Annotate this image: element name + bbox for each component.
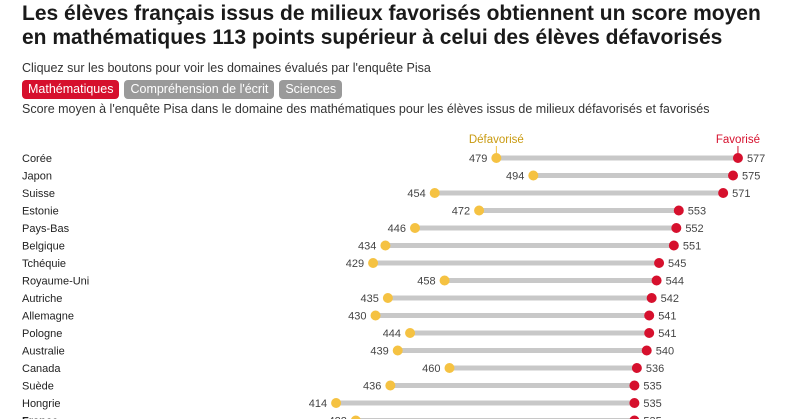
category-label: Belgique <box>22 241 65 253</box>
point-favorise <box>629 398 640 408</box>
point-favorise <box>718 188 729 198</box>
value-label-defavorise: 436 <box>363 381 381 393</box>
category-label: Pologne <box>22 328 62 340</box>
point-defavorise <box>439 275 450 286</box>
category-label: Pays-Bas <box>22 223 70 235</box>
value-label-favorise: 542 <box>661 293 679 305</box>
category-label: Hongrie <box>22 398 61 410</box>
tab-mathematiques[interactable]: Mathématiques <box>22 80 120 99</box>
point-defavorise <box>405 328 416 338</box>
category-label: Tchéquie <box>22 258 66 270</box>
point-defavorise <box>331 398 342 408</box>
category-label: Canada <box>22 363 61 375</box>
point-defavorise <box>380 240 391 251</box>
category-label: Autriche <box>22 293 62 305</box>
value-label-favorise: 551 <box>683 241 701 253</box>
point-favorise <box>732 153 743 163</box>
value-label-defavorise: 446 <box>388 223 406 235</box>
point-defavorise <box>385 380 396 391</box>
category-label: Royaume-Uni <box>22 276 89 288</box>
point-defavorise <box>474 205 485 216</box>
point-defavorise <box>392 345 403 356</box>
point-defavorise <box>370 310 381 321</box>
category-label: Allemagne <box>22 311 74 323</box>
chart-description: Score moyen à l'enquête Pisa dans le dom… <box>22 102 710 116</box>
point-defavorise <box>528 170 539 181</box>
value-label-favorise: 535 <box>643 398 661 410</box>
value-label-favorise: 575 <box>742 171 760 183</box>
value-label-defavorise: 414 <box>309 398 327 410</box>
tab-comprehension-ecrit[interactable]: Compréhension de l'écrit <box>124 80 275 99</box>
value-label-defavorise: 458 <box>417 276 435 288</box>
value-label-favorise: 545 <box>668 258 686 270</box>
point-defavorise <box>491 153 502 163</box>
point-favorise <box>629 415 640 419</box>
value-label-favorise: 571 <box>732 188 750 200</box>
point-favorise <box>671 223 682 233</box>
domain-tabs: Mathématiques Compréhension de l'écrit S… <box>22 80 343 99</box>
tab-sciences[interactable]: Sciences <box>279 80 343 99</box>
value-label-defavorise: 454 <box>407 188 425 200</box>
point-favorise <box>728 170 739 181</box>
category-label: Japon <box>22 171 52 183</box>
value-label-defavorise: 472 <box>452 206 470 218</box>
point-favorise <box>651 275 662 286</box>
value-label-favorise: 535 <box>643 416 661 419</box>
point-favorise <box>644 310 655 321</box>
value-label-favorise: 553 <box>688 206 706 218</box>
category-label: Suisse <box>22 188 55 200</box>
point-defavorise <box>382 293 393 303</box>
point-favorise <box>673 205 684 216</box>
chart-subtitle: Cliquez sur les boutons pour voir les do… <box>22 61 431 75</box>
value-label-defavorise: 434 <box>358 241 376 253</box>
point-favorise <box>629 380 640 391</box>
value-label-defavorise: 444 <box>383 328 401 340</box>
point-defavorise <box>409 223 420 233</box>
value-label-defavorise: 494 <box>506 171 524 183</box>
category-label: France <box>22 416 58 419</box>
value-label-favorise: 541 <box>658 328 676 340</box>
point-favorise <box>668 240 679 251</box>
point-favorise <box>631 363 642 373</box>
value-label-favorise: 541 <box>658 311 676 323</box>
value-label-favorise: 577 <box>747 153 765 165</box>
category-label: Corée <box>22 153 52 165</box>
point-defavorise <box>444 363 455 373</box>
value-label-favorise: 544 <box>666 276 684 288</box>
legend-label-favorise: Favorisé <box>716 134 760 146</box>
value-label-defavorise: 460 <box>422 363 440 375</box>
legend-label-defavorise: Défavorisé <box>469 134 524 146</box>
value-label-favorise: 535 <box>643 381 661 393</box>
point-favorise <box>654 258 665 268</box>
value-label-favorise: 536 <box>646 363 664 375</box>
value-label-favorise: 552 <box>685 223 703 235</box>
point-defavorise <box>368 258 379 268</box>
chart-title: Les élèves français issus de milieux fav… <box>22 2 761 49</box>
value-label-defavorise: 422 <box>328 416 346 419</box>
point-favorise <box>644 328 655 338</box>
point-defavorise <box>429 188 440 198</box>
value-label-favorise: 540 <box>656 346 674 358</box>
value-label-defavorise: 430 <box>348 311 366 323</box>
value-label-defavorise: 479 <box>469 153 487 165</box>
value-label-defavorise: 439 <box>370 346 388 358</box>
value-label-defavorise: 435 <box>361 293 379 305</box>
point-favorise <box>646 293 657 303</box>
category-label: Suède <box>22 381 54 393</box>
category-label: Estonie <box>22 206 59 218</box>
category-label: Australie <box>22 346 65 358</box>
point-favorise <box>641 345 652 356</box>
point-defavorise <box>351 415 361 419</box>
value-label-defavorise: 429 <box>346 258 364 270</box>
